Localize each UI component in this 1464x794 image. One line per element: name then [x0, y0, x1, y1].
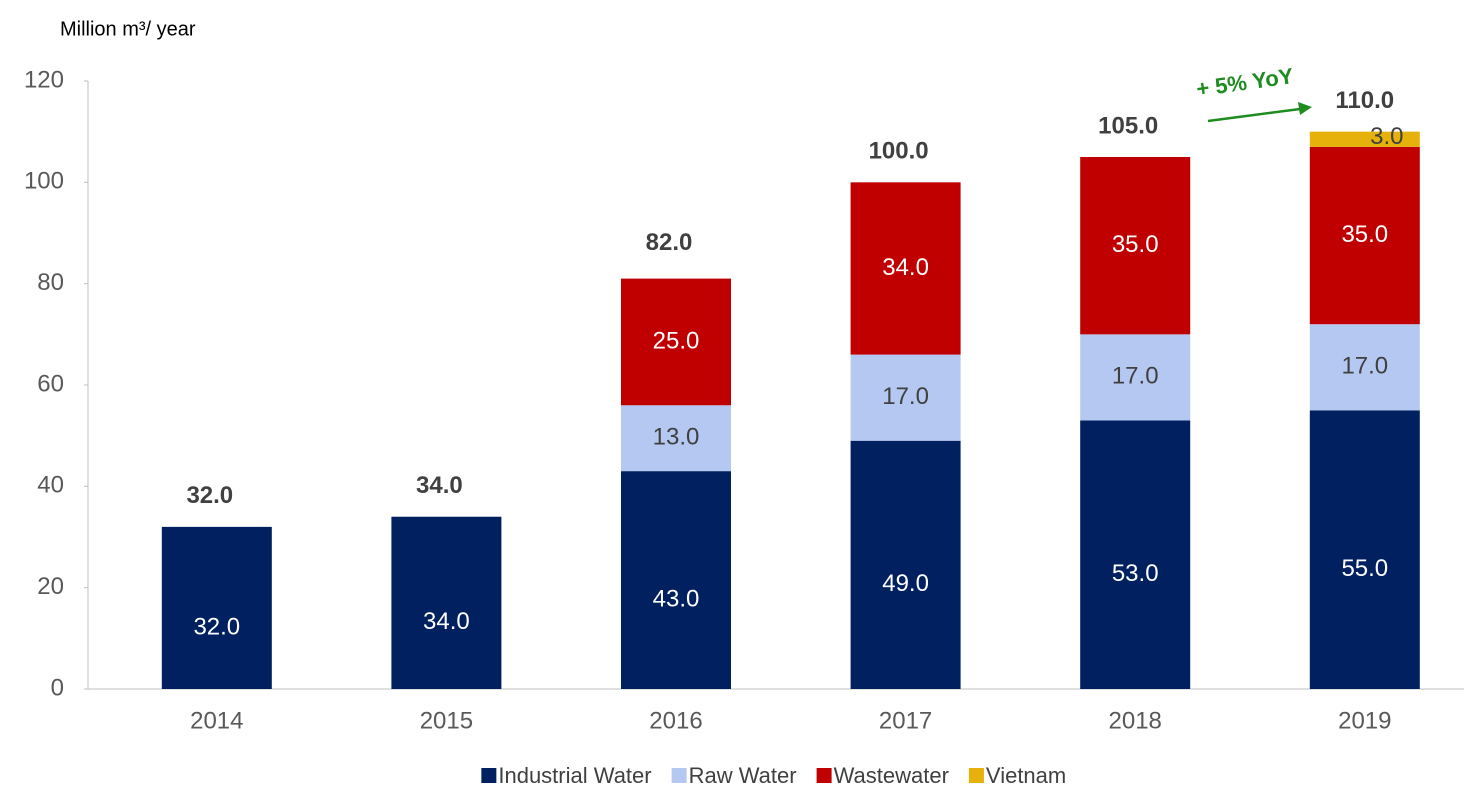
data-label: 17.0 — [882, 383, 929, 410]
x-tick-label: 2019 — [1338, 707, 1391, 734]
data-label: 34.0 — [423, 608, 470, 635]
legend-swatch — [968, 768, 984, 783]
y-tick-label: 60 — [37, 370, 64, 397]
data-label: 17.0 — [1112, 363, 1159, 390]
bar-segment — [1309, 146, 1420, 325]
data-label: 35.0 — [1112, 231, 1159, 258]
total-label: 34.0 — [416, 472, 463, 499]
total-label: 82.0 — [646, 229, 693, 256]
data-label: 43.0 — [653, 585, 700, 612]
legend-label: Raw Water — [689, 763, 797, 788]
x-tick-label: 2016 — [649, 707, 702, 734]
data-label: 35.0 — [1341, 221, 1388, 248]
total-label: 32.0 — [186, 482, 233, 509]
bar-segment — [1080, 157, 1191, 335]
y-tick-label: 0 — [51, 674, 64, 701]
data-label: 3.0 — [1370, 123, 1403, 150]
bar-segment — [621, 405, 731, 472]
bar-segment — [1309, 131, 1420, 147]
legend: Industrial Water Raw Water Wastewater Vietn… — [481, 763, 1066, 788]
bar-segment — [850, 182, 961, 355]
data-label: 25.0 — [653, 327, 700, 354]
x-tick-label: 2018 — [1109, 707, 1162, 734]
total-label: 105.0 — [1098, 112, 1158, 139]
y-tick-label: 20 — [37, 573, 64, 600]
y-tick-label: 40 — [37, 472, 64, 499]
total-label: 110.0 — [1335, 87, 1394, 114]
bar-segment — [850, 354, 961, 441]
y-tick-label: 100 — [24, 168, 64, 195]
x-tick-label: 2015 — [420, 707, 473, 734]
legend-label: Vietnam — [986, 763, 1066, 788]
y-axis-label: Million m³/ year — [60, 18, 196, 40]
annotation: + 5% YoY — [1195, 63, 1295, 101]
bar-segment — [1309, 410, 1420, 689]
y-tick-label: 120 — [24, 66, 64, 93]
annotation-arrowhead — [1298, 102, 1312, 115]
y-tick-label: 80 — [37, 269, 64, 296]
legend-label: Wastewater — [834, 763, 949, 788]
data-label: 13.0 — [653, 424, 700, 451]
bar-segment — [161, 526, 272, 689]
data-label: 17.0 — [1341, 353, 1388, 380]
legend-swatch — [481, 768, 497, 783]
legend-swatch — [671, 768, 687, 783]
legend-swatch — [816, 768, 832, 783]
bar-segment — [1309, 324, 1420, 411]
bar-segment — [621, 471, 731, 689]
data-label: 34.0 — [882, 254, 929, 281]
data-label: 55.0 — [1341, 555, 1388, 582]
x-tick-label: 2014 — [190, 707, 243, 734]
legend-label: Industrial Water — [498, 763, 651, 788]
bar-segment — [1080, 334, 1191, 421]
data-label: 49.0 — [882, 570, 929, 597]
total-label: 100.0 — [869, 138, 929, 165]
bar-segment — [1080, 420, 1191, 689]
data-label: 53.0 — [1112, 560, 1159, 587]
bar-segment — [621, 278, 731, 406]
bar-segment — [391, 516, 502, 689]
x-tick-label: 2017 — [879, 707, 932, 734]
bar-segment — [850, 440, 961, 689]
annotation-arrow — [1207, 107, 1301, 123]
data-label: 32.0 — [193, 613, 240, 640]
